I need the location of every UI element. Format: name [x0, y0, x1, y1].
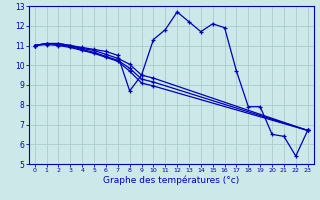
X-axis label: Graphe des températures (°c): Graphe des températures (°c) — [103, 176, 239, 185]
